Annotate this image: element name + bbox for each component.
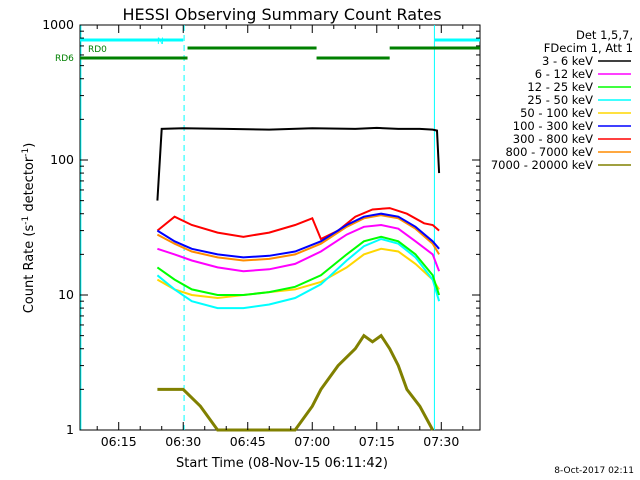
legend-entry-label: 3 - 6 keV <box>542 54 593 68</box>
y-tick-label: 100 <box>50 152 74 167</box>
y-axis-label-main: Count Rate (s <box>22 225 37 314</box>
y-tick-label: 10 <box>58 287 74 302</box>
x-axis-label: Start Time (08-Nov-15 06:11:42) <box>176 456 388 471</box>
series-line <box>157 223 441 273</box>
y-axis-label-end: ) <box>22 143 37 148</box>
state-label-n: N <box>157 37 164 47</box>
series-line <box>156 207 440 241</box>
spacecraft-state-lines: N RD0 RD6 <box>55 37 480 64</box>
state-label-rd0: RD0 <box>88 45 107 55</box>
x-tick-label: 07:30 <box>423 434 459 449</box>
series-line <box>156 237 441 310</box>
y-axis-label-sup1: -1 <box>21 216 31 225</box>
series-line <box>156 247 440 300</box>
legend-entry-label: 12 - 25 keV <box>527 80 593 94</box>
y-axis-label-sup2: -1 <box>21 148 31 157</box>
legend-entry-label: 100 - 300 keV <box>513 119 593 133</box>
series-line <box>156 235 441 296</box>
legend-header-line-2: FDecim 1, Att 1 <box>544 41 633 55</box>
x-tick-label: 06:45 <box>230 434 266 449</box>
series-line <box>156 126 441 201</box>
plot-frame <box>79 24 481 431</box>
x-axis: 06:15 06:30 06:45 07:00 07:15 07:30 <box>96 25 464 449</box>
y-tick-label: 1 <box>66 422 74 437</box>
x-tick-label: 07:15 <box>359 434 395 449</box>
y-axis-label-mid: detector <box>22 156 37 216</box>
legend-entry-label: 25 - 50 keV <box>527 93 593 107</box>
plot-content <box>80 25 441 432</box>
series-line <box>156 212 440 259</box>
legend-entry-label: 50 - 100 keV <box>520 106 593 120</box>
series-line <box>156 214 440 262</box>
state-label-rd6: RD6 <box>55 54 74 64</box>
legend-entry-label: 300 - 800 keV <box>513 132 593 146</box>
legend-entry-label: 7000 - 20000 keV <box>491 158 593 172</box>
legend-entry-label: 800 - 7000 keV <box>505 145 593 159</box>
legend-entry-label: 6 - 12 keV <box>535 67 593 81</box>
legend-header-line-1: Det 1,5,7, <box>576 28 633 42</box>
footer-date: 8-Oct-2017 02:11 <box>554 466 634 476</box>
y-axis-label: Count Rate (s-1 detector-1) <box>21 143 37 314</box>
x-tick-label: 06:15 <box>101 434 137 449</box>
x-tick-label: 06:30 <box>165 434 201 449</box>
chart-title: HESSI Observing Summary Count Rates <box>122 5 441 24</box>
x-tick-label: 07:00 <box>294 434 330 449</box>
series-line <box>157 333 435 432</box>
y-tick-label: 1000 <box>42 17 74 32</box>
y-axis: 1 10 100 1000 <box>42 17 480 437</box>
